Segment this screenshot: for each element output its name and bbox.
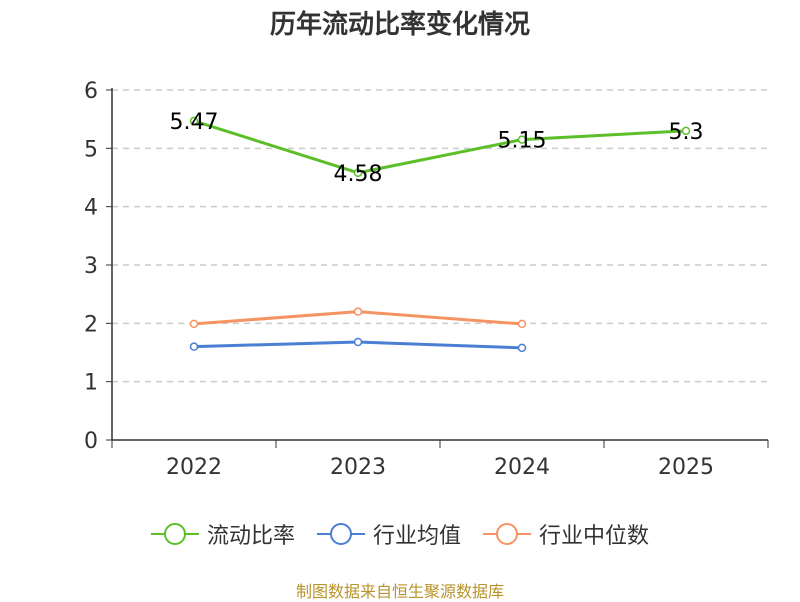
x-tick-label: 2023 <box>330 455 386 480</box>
series-lines <box>189 116 691 353</box>
y-tick-label: 5 <box>84 137 98 162</box>
legend-marker-icon <box>483 523 531 545</box>
series-line <box>193 119 687 175</box>
legend-item-industry-mean[interactable]: 行业均值 <box>316 518 461 550</box>
data-labels: 5.47 4.58 5.15 5.3 <box>170 110 704 187</box>
legend-label: 行业中位数 <box>539 524 650 549</box>
y-tick-label: 6 <box>84 79 98 104</box>
y-tick-label: 2 <box>84 312 98 337</box>
data-point <box>353 307 363 316</box>
legend-item-current-ratio[interactable]: 流动比率 <box>150 518 295 550</box>
x-tick-label: 2022 <box>166 455 222 480</box>
y-tick-label: 0 <box>84 429 98 454</box>
data-point <box>681 126 691 136</box>
y-tick-label: 3 <box>84 254 98 279</box>
axes: 0 1 2 3 4 5 6 2022 2023 2024 2025 <box>84 79 769 480</box>
legend: 流动比率 行业均值 行业中位数 <box>0 518 800 550</box>
data-point <box>189 116 199 126</box>
legend-marker-icon <box>316 523 365 545</box>
legend-label: 行业均值 <box>372 524 461 549</box>
chart-title: 历年流动比率变化情况 <box>269 10 530 40</box>
data-point <box>189 319 199 329</box>
data-label: 5.47 <box>170 110 219 135</box>
data-point <box>353 168 363 178</box>
data-label: 5.3 <box>669 120 704 145</box>
legend-item-industry-median[interactable]: 行业中位数 <box>483 518 649 550</box>
data-label: 5.15 <box>498 129 547 154</box>
legend-label: 流动比率 <box>206 524 295 549</box>
data-point <box>517 135 527 144</box>
data-point <box>353 337 363 347</box>
data-point <box>189 342 199 351</box>
data-label: 4.58 <box>334 162 383 187</box>
y-tick-label: 4 <box>84 196 98 221</box>
x-tick-label: 2024 <box>494 455 550 480</box>
y-tick-label: 1 <box>84 371 98 396</box>
data-point <box>517 343 527 353</box>
data-point <box>517 319 527 329</box>
x-tick-label: 2025 <box>658 455 714 480</box>
source-note: 制图数据来自恒生聚源数据库 <box>295 582 504 601</box>
legend-marker-icon <box>150 523 199 545</box>
